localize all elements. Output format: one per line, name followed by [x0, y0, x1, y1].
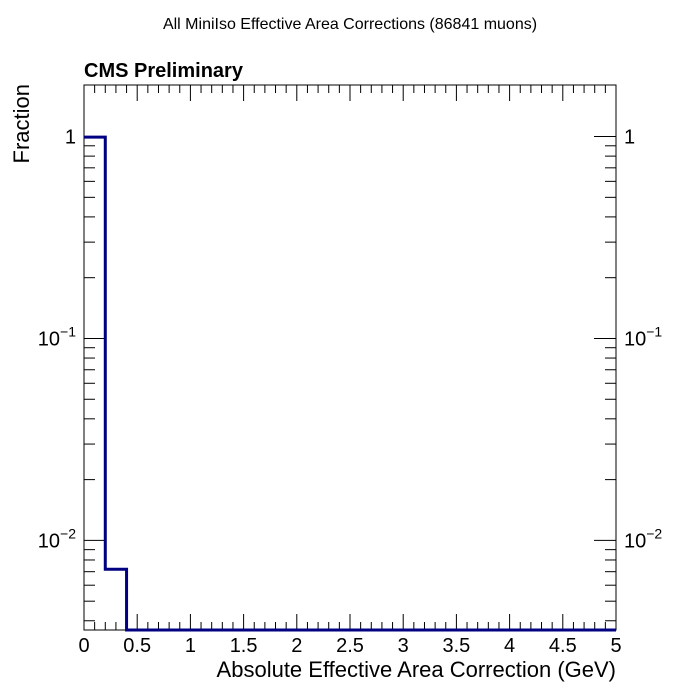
x-tick-label: 1 [185, 635, 196, 657]
axis-ticks [83, 85, 617, 630]
y-tick-label-left: 10−1 [38, 323, 76, 350]
histogram-line [84, 135, 616, 632]
x-tick-label: 5 [610, 635, 621, 657]
x-tick-label: 2.5 [336, 635, 364, 657]
cms-preliminary-label: CMS Preliminary [84, 60, 244, 82]
plot-frame [83, 84, 617, 631]
y-tick-label-left: 1 [65, 127, 76, 149]
x-tick-label: 1.5 [230, 635, 258, 657]
x-tick-label: 0 [78, 635, 89, 657]
y-tick-label-right: 10−2 [624, 525, 662, 552]
y-tick-label-right: 1 [624, 127, 635, 149]
axis-tick-labels: 0 0.5 1 1.5 2 2.5 3 3.5 4 4.5 5 1 1 10−1 10−1 10−2 10−2 [38, 127, 663, 657]
x-tick-label: 3.5 [442, 635, 470, 657]
x-tick-label: 2 [291, 635, 302, 657]
y-axis-title: Fraction [9, 84, 34, 163]
y-tick-label-right: 10−1 [624, 323, 662, 350]
x-axis-title: Absolute Effective Area Correction (GeV) [217, 657, 616, 682]
x-tick-label: 0.5 [123, 635, 151, 657]
x-tick-label: 4 [504, 635, 515, 657]
chart-title: All MiniIso Effective Area Corrections (… [163, 16, 537, 33]
x-tick-label: 3 [398, 635, 409, 657]
y-tick-label-left: 10−2 [38, 525, 76, 552]
x-tick-label: 4.5 [549, 635, 577, 657]
